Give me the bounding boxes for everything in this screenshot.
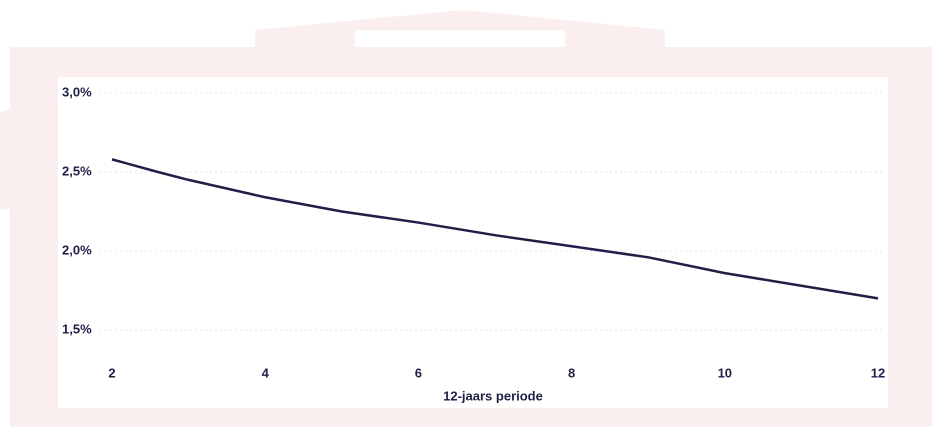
x-tick-label: 4 [262, 365, 270, 380]
x-tick-label: 2 [108, 365, 115, 380]
background [0, 10, 932, 427]
x-axis-label: 12-jaars periode [443, 388, 543, 403]
y-tick-label: 2,5% [62, 163, 92, 178]
data-line [111, 158, 879, 300]
x-tick-label: 6 [415, 365, 422, 380]
y-tick-label: 1,5% [62, 321, 92, 336]
x-tick-label: 8 [568, 365, 575, 380]
x-tick-label: 12 [871, 365, 885, 380]
y-tick-label: 2,0% [62, 242, 92, 257]
x-tick-label: 10 [718, 365, 732, 380]
y-tick-label: 3,0% [62, 84, 92, 99]
